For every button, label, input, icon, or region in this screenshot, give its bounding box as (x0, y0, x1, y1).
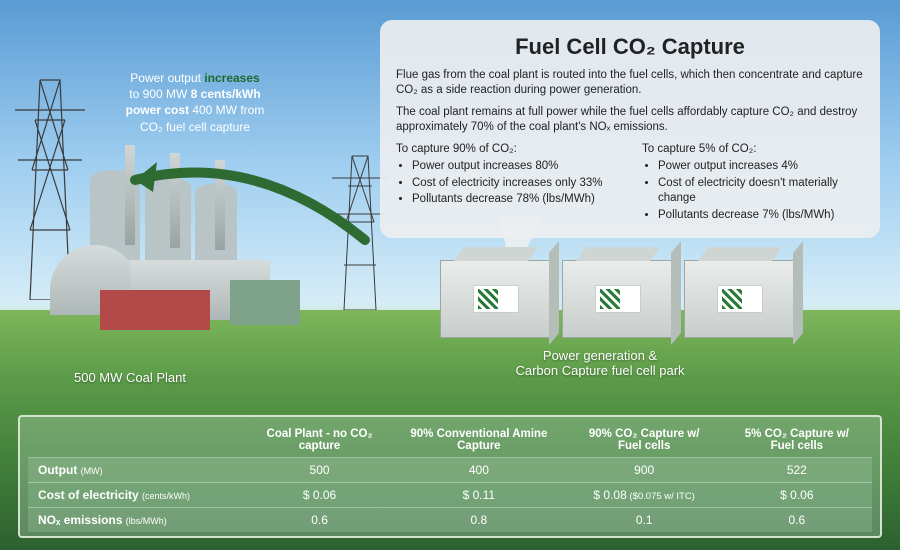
table-cell: 500 (248, 458, 391, 483)
label-line: Carbon Capture fuel cell park (460, 363, 740, 378)
callout-text: Power output (130, 71, 204, 85)
table-cell: 900 (567, 458, 722, 483)
callout-text: CO₂ fuel cell capture (140, 120, 250, 134)
callout-increases: increases (204, 71, 259, 85)
bullet: Power output increases 80% (412, 159, 618, 175)
info-box: Fuel Cell CO₂ Capture Flue gas from the … (380, 20, 880, 238)
table-cell: $ 0.06 (248, 483, 391, 508)
bullet: Power output increases 4% (658, 159, 864, 175)
coal-plant-label: 500 MW Coal Plant (40, 370, 220, 385)
table-cell: $ 0.08 ($0.075 w/ ITC) (567, 483, 722, 508)
callout-bold: 8 cents/kWh (191, 87, 261, 101)
column-title: To capture 5% of CO₂: (642, 142, 864, 158)
info-paragraph: The coal plant remains at full power whi… (396, 105, 864, 136)
table-cell: 0.6 (248, 508, 391, 533)
table-header: 90% Conventional Amine Capture (391, 423, 567, 458)
callout-text: to 900 MW (129, 87, 190, 101)
table-cell: 0.8 (391, 508, 567, 533)
bullet: Pollutants decrease 7% (lbs/MWh) (658, 208, 864, 224)
infographic-canvas: Power output increases to 900 MW 8 cents… (0, 0, 900, 550)
table-cell: 0.1 (567, 508, 722, 533)
bullet: Cost of electricity doesn't materially c… (658, 176, 864, 207)
fuelcell-logo-icon (717, 285, 763, 313)
coal-plant-illustration (30, 150, 330, 350)
table-header-row: Coal Plant - no CO₂ capture 90% Conventi… (28, 423, 872, 458)
label-line: Power generation & (460, 348, 740, 363)
info-title: Fuel Cell CO₂ Capture (396, 32, 864, 62)
row-label: Cost of electricity (cents/kWh) (28, 483, 248, 508)
table-header: Coal Plant - no CO₂ capture (248, 423, 391, 458)
fuel-cell-unit (440, 260, 550, 338)
table-header: 5% CO₂ Capture w/ Fuel cells (722, 423, 872, 458)
table-header (28, 423, 248, 458)
table-row: NOₓ emissions (lbs/MWh)0.60.80.10.6 (28, 508, 872, 533)
fuel-cell-unit (562, 260, 672, 338)
info-paragraph: Flue gas from the coal plant is routed i… (396, 68, 864, 99)
table-row: Output (MW)500400900522 (28, 458, 872, 483)
capture-5-column: To capture 5% of CO₂: Power output incre… (642, 142, 864, 225)
table-cell: $ 0.06 (722, 483, 872, 508)
bullet: Pollutants decrease 78% (lbs/MWh) (412, 192, 618, 208)
table-header: 90% CO₂ Capture w/ Fuel cells (567, 423, 722, 458)
capture-90-column: To capture 90% of CO₂: Power output incr… (396, 142, 618, 225)
table-cell: 0.6 (722, 508, 872, 533)
callout-text: 400 MW from (192, 103, 264, 117)
fuelcell-logo-icon (595, 285, 641, 313)
fuel-cell-park-label: Power generation & Carbon Capture fuel c… (460, 348, 740, 378)
row-label: NOₓ emissions (lbs/MWh) (28, 508, 248, 533)
table-cell: 522 (722, 458, 872, 483)
fuel-cell-unit (684, 260, 794, 338)
table-cell: $ 0.11 (391, 483, 567, 508)
row-label: Output (MW) (28, 458, 248, 483)
callout-bold: power cost (126, 103, 193, 117)
comparison-table: Coal Plant - no CO₂ capture 90% Conventi… (18, 415, 882, 538)
table-row: Cost of electricity (cents/kWh)$ 0.06$ 0… (28, 483, 872, 508)
bullet: Cost of electricity increases only 33% (412, 176, 618, 192)
fuel-cell-park (440, 260, 794, 338)
column-title: To capture 90% of CO₂: (396, 142, 618, 158)
fuelcell-logo-icon (473, 285, 519, 313)
power-output-callout: Power output increases to 900 MW 8 cents… (115, 70, 275, 135)
table-cell: 400 (391, 458, 567, 483)
